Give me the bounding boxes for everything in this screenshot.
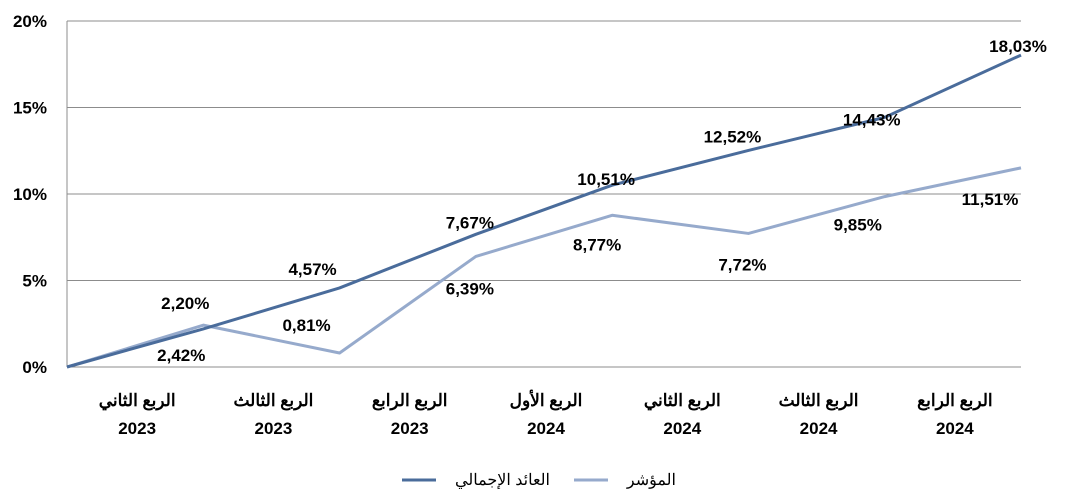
data-label-total-return: 10,51%	[577, 170, 635, 189]
data-labels: 2,20% 4,57% 7,67% 10,51% 12,52% 14,43% 18,03% 2…	[157, 37, 1047, 365]
x-category-year: 2023	[391, 419, 429, 438]
data-label-index: 8,77%	[573, 235, 621, 254]
x-category-label: الربع الثاني	[99, 391, 176, 411]
series-line-total-return	[66, 53, 1022, 369]
x-category-year: 2024	[936, 419, 974, 438]
legend-label-total-return: العائد الإجمالي	[455, 472, 550, 489]
data-label-total-return: 14,43%	[843, 110, 901, 129]
y-tick-label: 15%	[13, 99, 47, 118]
data-label-index: 9,85%	[834, 216, 882, 235]
data-label-total-return: 2,20%	[161, 294, 209, 313]
x-category-year: 2023	[118, 419, 156, 438]
y-tick-label: 0%	[22, 358, 47, 377]
x-axis-categories: الربع الثاني 2023 الربع الثالث 2023 الربع ال…	[99, 389, 993, 438]
x-category-year: 2024	[800, 419, 838, 438]
data-label-index: 6,39%	[446, 279, 494, 298]
y-axis-ticks: 0% 5% 10% 15% 20%	[13, 12, 47, 377]
x-category-label: الربع الثالث	[779, 391, 859, 411]
x-category-label: الربع الرابع	[917, 391, 993, 411]
gridlines	[66, 20, 1021, 368]
y-tick-label: 10%	[13, 185, 47, 204]
data-label-index: 0,81%	[282, 316, 330, 335]
y-tick-label: 20%	[13, 12, 47, 31]
y-tick-label: 5%	[22, 272, 47, 291]
series-line-index	[66, 166, 1022, 369]
legend: العائد الإجمالي المؤشر	[402, 472, 676, 489]
data-label-total-return: 4,57%	[288, 260, 336, 279]
data-label-index: 11,51%	[962, 190, 1019, 209]
data-label-total-return: 7,67%	[446, 213, 494, 232]
data-label-index: 7,72%	[718, 255, 766, 274]
data-label-total-return: 12,52%	[704, 127, 762, 146]
data-label-index: 2,42%	[157, 346, 205, 365]
x-category-label: الربع الثالث	[233, 391, 313, 411]
x-category-year: 2023	[255, 419, 293, 438]
series-lines	[66, 53, 1022, 369]
data-label-total-return: 18,03%	[989, 37, 1047, 56]
x-category-year: 2024	[527, 419, 565, 438]
x-category-year: 2024	[663, 419, 701, 438]
x-category-label: الربع الثاني	[644, 391, 721, 411]
x-category-label: الربع الأول	[510, 389, 583, 411]
legend-label-index: المؤشر	[626, 472, 676, 489]
x-category-label: الربع الرابع	[372, 391, 448, 411]
